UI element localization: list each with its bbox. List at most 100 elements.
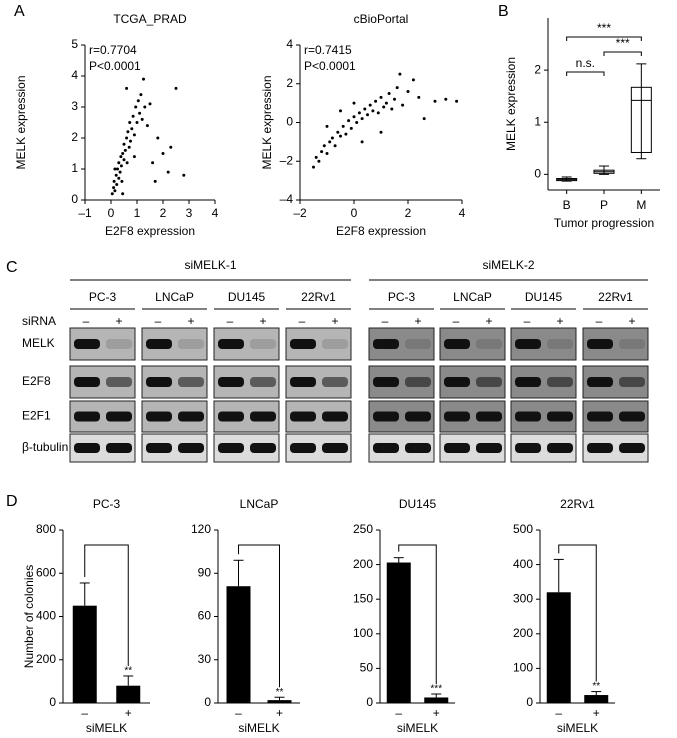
x-axis-label: siMELK [86,721,127,735]
point [325,124,329,128]
blot-band [619,339,645,349]
x-axis-label: E2F8 expression [336,224,426,238]
x-tick-label: 4 [459,206,466,220]
point [387,91,391,95]
lane-label: + [187,314,194,328]
protein-label: E2F8 [22,374,51,388]
lane-label: + [485,314,492,328]
x-tick-label: 2 [160,206,167,220]
point [371,109,375,113]
point [134,105,138,109]
point [130,127,134,131]
point [117,161,121,165]
lane-label: + [414,314,421,328]
y-tick-label: 3 [71,99,78,113]
significance-label: ** [276,687,284,698]
blot-band [322,377,348,387]
blot-band [587,339,613,349]
point [110,192,114,196]
blot-band [405,377,431,387]
cell-line-label: PC-3 [388,290,416,304]
point [125,161,129,165]
blot-band [476,377,502,387]
x-tick-label: + [433,706,440,720]
point [390,107,394,111]
blot-band [106,443,132,453]
significance-bracket [238,544,280,688]
point [125,136,129,140]
blot-band [146,377,172,387]
y-tick-label: –2 [280,153,294,167]
lane-label: + [556,314,563,328]
point [143,105,147,109]
x-tick-label: 0 [108,206,115,220]
point [148,102,152,106]
annotation: r=0.7704 [89,43,137,57]
blot-band [322,411,348,422]
point [312,165,315,169]
blot-band [515,377,541,387]
chart-title: cBioPortal [354,12,409,26]
cell-line-label: DU145 [525,290,563,304]
x-tick-label: 1 [134,206,141,220]
y-tick-label: 250 [353,522,373,536]
point [166,170,170,174]
x-tick-label: – [81,706,88,720]
point [126,130,130,134]
x-tick-label: – [555,706,562,720]
blot-band [444,411,470,422]
cell-line-label: LNCaP [155,290,194,304]
blot-band [218,411,244,422]
blot-band [218,443,244,453]
y-tick-label: 0 [286,115,293,129]
y-tick-label: 600 [36,565,56,579]
annotation: P<0.0001 [304,59,356,73]
blot-band [106,377,132,387]
box [630,86,652,153]
significance-label: ** [124,666,132,677]
y-tick-label: 90 [198,565,212,579]
lane-label: – [227,314,234,328]
point [118,170,122,174]
point [339,134,342,138]
bar [72,605,97,703]
significance-label: ** [592,681,600,692]
blot-band [250,443,276,453]
blot-band [74,411,100,422]
x-tick-label: M [636,198,646,212]
point [151,161,155,165]
point [156,136,160,140]
point [357,111,361,115]
protein-label: β-tubulin [22,440,68,454]
bar [267,700,292,703]
lane-label: – [453,314,460,328]
x-tick-label: + [593,706,600,720]
blot-band [619,443,645,453]
y-axis-label: MELK expression [14,75,28,169]
point [384,101,388,105]
y-tick-label: 0 [526,695,533,709]
blot-band [146,443,172,453]
point [115,183,119,186]
blot-band [476,443,502,453]
lane-label: + [628,314,635,328]
point [122,158,126,162]
y-tick-label: 0 [366,695,373,709]
point [379,130,383,134]
point [360,140,364,144]
point [116,167,119,171]
y-tick-label: 0 [49,695,56,709]
point [132,155,136,159]
blot-band [106,339,132,349]
x-tick-label: + [276,706,283,720]
significance-label: *** [597,21,611,35]
point [139,93,143,97]
point [374,99,378,103]
bar [226,586,251,703]
point [153,179,157,183]
point [411,78,415,82]
point [355,121,359,124]
point [142,77,145,81]
x-tick-label: 0 [351,206,358,220]
group-label: siMELK-1 [184,258,236,272]
